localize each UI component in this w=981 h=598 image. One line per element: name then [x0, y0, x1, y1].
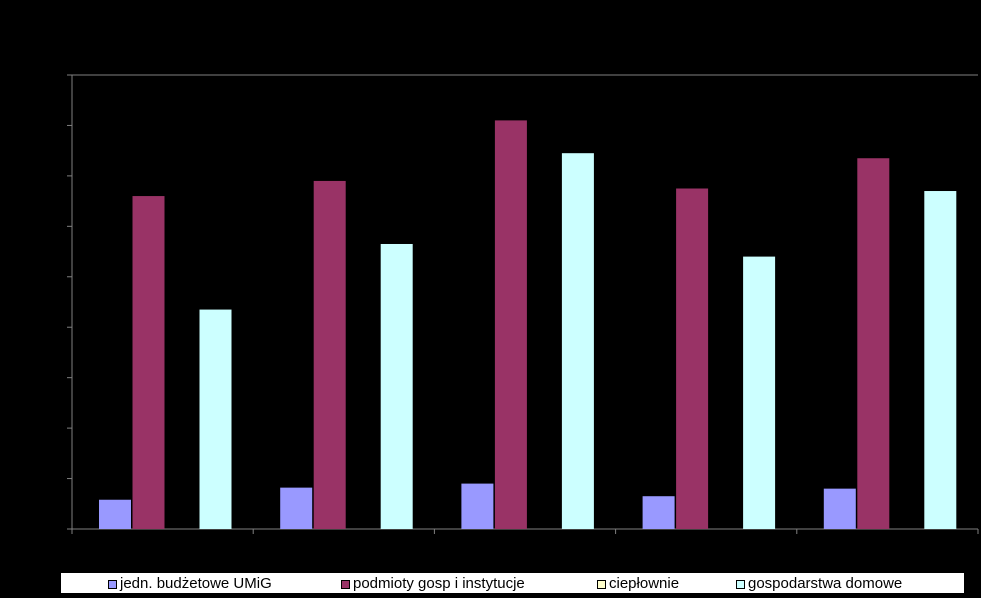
- bar-0-2: [461, 483, 494, 529]
- legend-item-gospodarstwa-domowe: gospodarstwa domowe: [736, 575, 902, 593]
- bar-3-4: [924, 191, 957, 529]
- legend-swatch-gospodarstwa-domowe: [736, 579, 745, 589]
- bar-0-3: [642, 496, 675, 529]
- legend: jedn. budżetowe UMiG podmioty gosp i ins…: [60, 572, 965, 594]
- legend-item-podmioty-gosp: podmioty gosp i instytucje: [341, 575, 525, 593]
- legend-label-jedn-budzetowe: jedn. budżetowe UMiG: [120, 575, 272, 592]
- bar-3-1: [380, 243, 413, 529]
- bar-1-0: [132, 196, 165, 530]
- bar-1-3: [676, 188, 709, 529]
- legend-swatch-jedn-budzetowe: [108, 579, 117, 589]
- bar-1-1: [313, 180, 346, 529]
- legend-label-cieplownie: ciepłownie: [609, 575, 680, 592]
- bars: [99, 120, 957, 530]
- bar-3-0: [199, 309, 232, 529]
- legend-item-jedn-budzetowe: jedn. budżetowe UMiG: [108, 575, 272, 593]
- bar-0-4: [823, 488, 856, 529]
- legend-swatch-cieplownie: [597, 579, 606, 589]
- legend-label-podmioty-gosp: podmioty gosp i instytucje: [353, 575, 525, 592]
- legend-swatch-podmioty-gosp: [341, 579, 350, 589]
- legend-item-cieplownie: ciepłownie: [597, 575, 679, 593]
- bar-1-2: [494, 120, 527, 530]
- bar-0-0: [99, 499, 131, 529]
- legend-label-gospodarstwa-domowe: gospodarstwa domowe: [748, 575, 903, 592]
- bar-1-4: [857, 158, 890, 529]
- bar-3-3: [743, 256, 776, 529]
- bar-3-2: [561, 153, 594, 529]
- bar-0-1: [280, 487, 313, 529]
